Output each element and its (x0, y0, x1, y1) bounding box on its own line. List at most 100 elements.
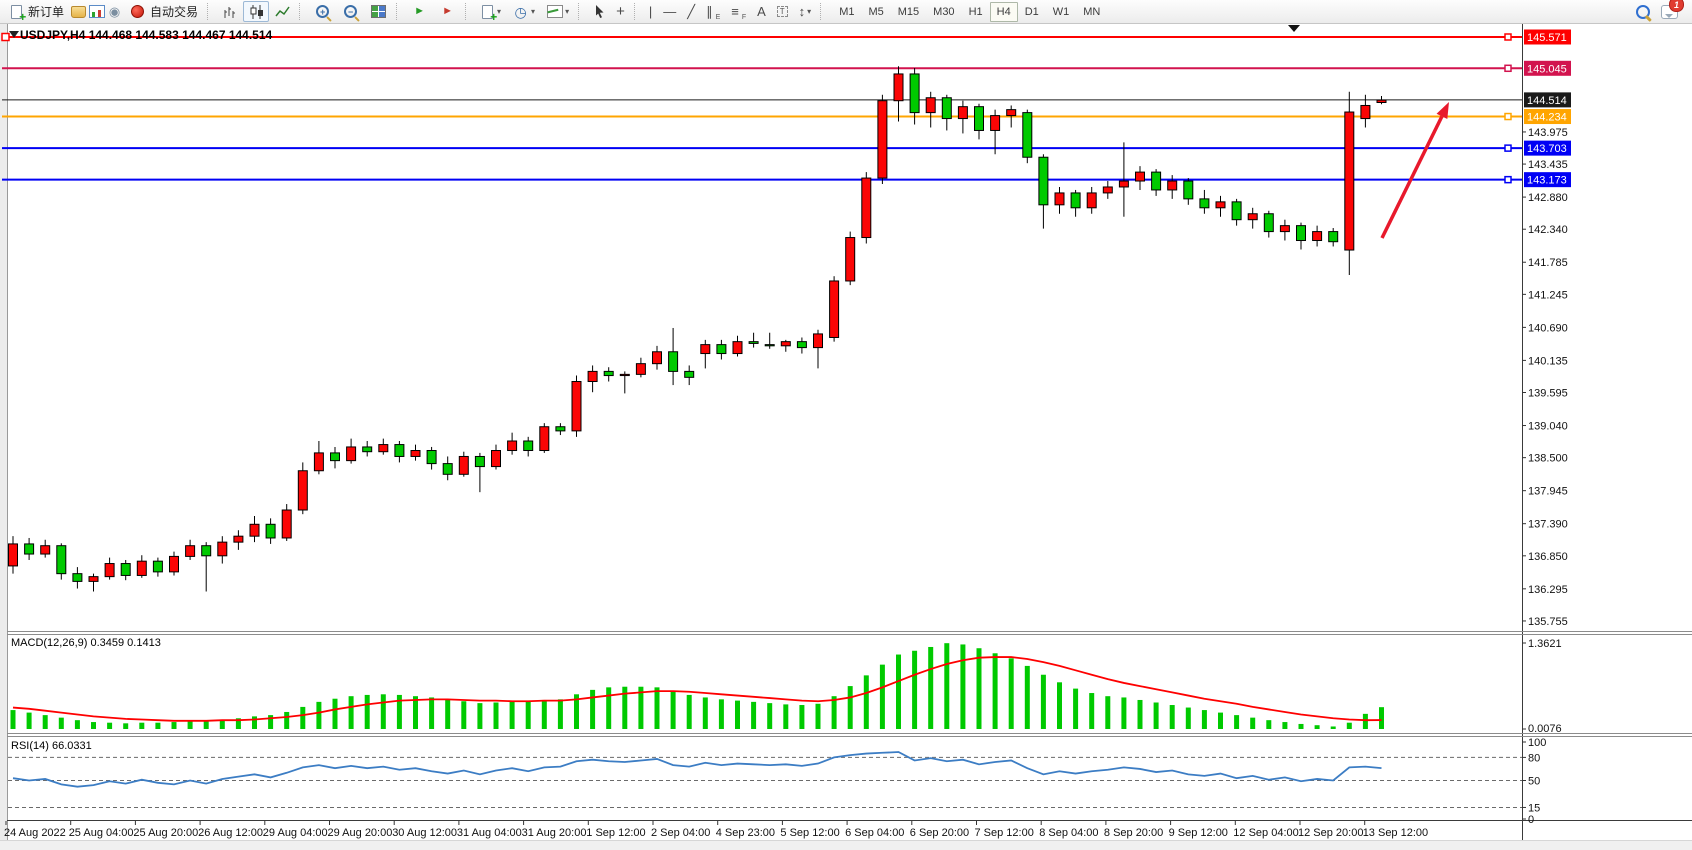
macd-indicator-label: MACD(12,26,9) 0.3459 0.1413 (11, 637, 161, 649)
macd-bar (590, 689, 596, 729)
timeframe-mn[interactable]: MN (1076, 2, 1107, 22)
horizontal-line-button[interactable]: — (658, 1, 681, 22)
candlestick-button[interactable] (243, 1, 270, 22)
candle (1263, 213, 1274, 233)
new-order-button[interactable]: + 新订单 (4, 1, 69, 23)
signal-icon[interactable]: ◉ (108, 4, 121, 19)
arrows-button[interactable]: ↕ ▾ (794, 1, 817, 22)
zoom-out-button[interactable]: − (337, 1, 364, 22)
candle (1360, 104, 1371, 120)
candle (330, 452, 340, 462)
text-label-button[interactable]: T (772, 1, 793, 22)
macd-bar (541, 699, 547, 729)
macd-pane: 1.3621 0.0076 (10, 638, 1562, 735)
timeframe-h4[interactable]: H4 (989, 1, 1018, 22)
chart-window-icon[interactable] (88, 3, 105, 20)
tile-windows-button[interactable] (365, 1, 392, 22)
crosshair-button[interactable]: + (611, 1, 630, 22)
cursor-button[interactable] (588, 1, 610, 22)
candle (313, 452, 324, 472)
svg-text:8 Sep 04:00: 8 Sep 04:00 (1039, 827, 1098, 839)
vertical-line-icon: | (648, 4, 653, 19)
timeframe-w1[interactable]: W1 (1046, 2, 1077, 22)
bar-chart-button[interactable] (217, 1, 242, 22)
svg-text:100: 100 (1528, 737, 1546, 749)
price-line-145.045[interactable] (2, 64, 1522, 73)
notifications-button[interactable]: 1 (1661, 0, 1684, 20)
macd-bar (1282, 722, 1288, 729)
macd-bar (380, 694, 386, 729)
price-line-145.571[interactable] (2, 33, 1522, 41)
candle (829, 280, 840, 338)
timeframe-m15[interactable]: M15 (891, 2, 926, 22)
timeframe-d1[interactable]: D1 (1018, 2, 1046, 22)
svg-text:1.3621: 1.3621 (1528, 638, 1562, 650)
macd-bar (1314, 725, 1320, 729)
macd-bar (1153, 702, 1159, 729)
macd-bar (654, 687, 660, 729)
trend-arrow (1380, 115, 1444, 239)
fibonacci-button[interactable]: ≡ F (726, 1, 751, 22)
chart-template-button[interactable]: ▾ (541, 1, 574, 22)
svg-text:50: 50 (1528, 776, 1540, 788)
chart-shift-button[interactable]: ► (434, 1, 461, 22)
svg-text:144.234: 144.234 (1527, 112, 1567, 124)
timeframe-m5[interactable]: M5 (861, 2, 890, 22)
svg-text:138.500: 138.500 (1528, 453, 1568, 465)
macd-bar (1089, 693, 1095, 729)
new-chart-icon: + (480, 4, 497, 23)
zoom-in-button[interactable]: + (309, 1, 336, 22)
equidistant-channel-button[interactable]: ∥ E (701, 1, 725, 22)
macd-bar (107, 722, 113, 729)
trendline-button[interactable]: ╱ (682, 1, 700, 22)
candle (813, 333, 823, 349)
timeframe-m30[interactable]: M30 (926, 2, 961, 22)
candle (780, 341, 791, 347)
zoom-in-icon: + (316, 5, 330, 18)
text-label-icon: T (776, 6, 788, 17)
macd-bar (42, 715, 48, 729)
candle (507, 440, 518, 452)
text-button[interactable]: A (752, 1, 771, 22)
macd-bar (123, 723, 129, 729)
wallet-icon[interactable] (70, 3, 87, 20)
timeframe-h1[interactable]: H1 (962, 2, 990, 22)
time-axis: 24 Aug 2022 25 Aug 04:00 25 Aug 20:00 26 Au… (4, 821, 1428, 839)
line-chart-button[interactable] (270, 1, 295, 22)
macd-bar (1137, 699, 1143, 729)
macd-bar (429, 697, 435, 729)
candle (152, 560, 163, 573)
auto-trading-button[interactable]: 自动交易 (124, 1, 203, 22)
periods-clock-button[interactable]: ◷ ▾ (507, 1, 540, 22)
candle (1279, 225, 1290, 233)
candle (1231, 201, 1242, 221)
symbol-triangle-marker (9, 31, 19, 38)
macd-bar (74, 720, 80, 729)
svg-text:139.040: 139.040 (1528, 421, 1568, 433)
price-line-143.173[interactable] (2, 175, 1522, 184)
candle (974, 106, 984, 131)
macd-bar (879, 664, 885, 729)
new-chart-button[interactable]: + ▾ (475, 1, 506, 23)
macd-bar (235, 718, 241, 729)
vertical-line-button[interactable]: | (644, 1, 657, 22)
toolbar-separator (633, 3, 639, 20)
price-line-143.703[interactable] (2, 144, 1522, 152)
search-icon[interactable] (1634, 3, 1651, 20)
macd-bar (348, 696, 354, 729)
macd-bar (944, 643, 950, 729)
price-line-144.234[interactable] (2, 112, 1522, 121)
auto-scroll-button[interactable]: ► (406, 1, 433, 22)
down-triangle-marker (1288, 25, 1300, 32)
candle (346, 446, 357, 462)
candle (1038, 156, 1049, 206)
annotations-layer[interactable] (1, 25, 1449, 239)
timeframe-m1[interactable]: M1 (832, 2, 861, 22)
line-chart-icon (275, 6, 290, 16)
timeframe-group: M1 M5 M15 M30 H1 H4 D1 W1 MN (832, 1, 1107, 22)
macd-bar (702, 697, 708, 729)
svg-text:25 Aug 20:00: 25 Aug 20:00 (133, 827, 198, 839)
chevron-down-icon: ▾ (807, 7, 812, 16)
svg-text:143.435: 143.435 (1528, 159, 1568, 171)
macd-bar (831, 696, 837, 729)
